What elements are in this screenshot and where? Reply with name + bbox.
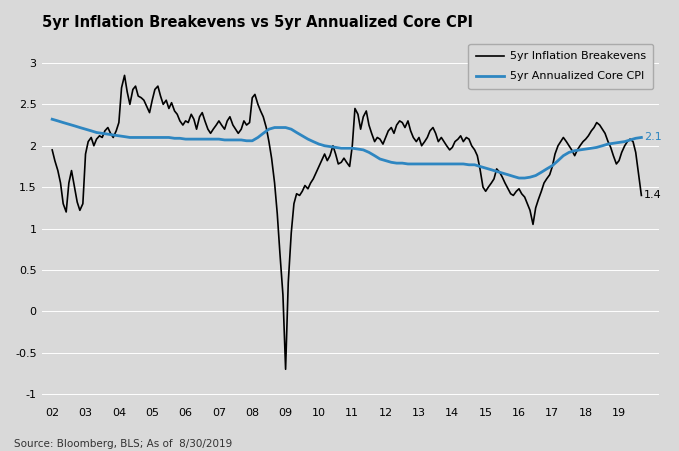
5yr Annualized Core CPI — [604, 141, 612, 147]
5yr Inflation Breakevens — [638, 193, 646, 198]
5yr Annualized Core CPI — [515, 175, 523, 181]
5yr Annualized Core CPI — [465, 162, 473, 167]
5yr Annualized Core CPI — [638, 135, 646, 140]
5yr Inflation Breakevens — [120, 73, 128, 78]
Text: 1.4: 1.4 — [644, 190, 662, 200]
5yr Annualized Core CPI — [48, 116, 56, 122]
5yr Inflation Breakevens — [557, 139, 565, 144]
5yr Inflation Breakevens — [48, 147, 56, 152]
Text: 5yr Inflation Breakevens vs 5yr Annualized Core CPI: 5yr Inflation Breakevens vs 5yr Annualiz… — [42, 15, 473, 30]
5yr Inflation Breakevens — [337, 160, 346, 165]
Legend: 5yr Inflation Breakevens, 5yr Annualized Core CPI: 5yr Inflation Breakevens, 5yr Annualized… — [469, 44, 653, 89]
5yr Inflation Breakevens — [79, 201, 87, 207]
5yr Inflation Breakevens — [92, 136, 100, 142]
5yr Annualized Core CPI — [492, 169, 500, 174]
Text: 2.1: 2.1 — [644, 133, 662, 143]
5yr Annualized Core CPI — [576, 147, 584, 152]
5yr Inflation Breakevens — [488, 180, 496, 186]
Line: 5yr Inflation Breakevens: 5yr Inflation Breakevens — [52, 75, 642, 369]
Line: 5yr Annualized Core CPI: 5yr Annualized Core CPI — [52, 119, 642, 178]
5yr Inflation Breakevens — [282, 367, 290, 372]
5yr Inflation Breakevens — [471, 147, 479, 152]
5yr Annualized Core CPI — [526, 175, 534, 180]
Text: Source: Bloomberg, BLS; As of  8/30/2019: Source: Bloomberg, BLS; As of 8/30/2019 — [14, 439, 232, 449]
5yr Annualized Core CPI — [226, 137, 234, 143]
